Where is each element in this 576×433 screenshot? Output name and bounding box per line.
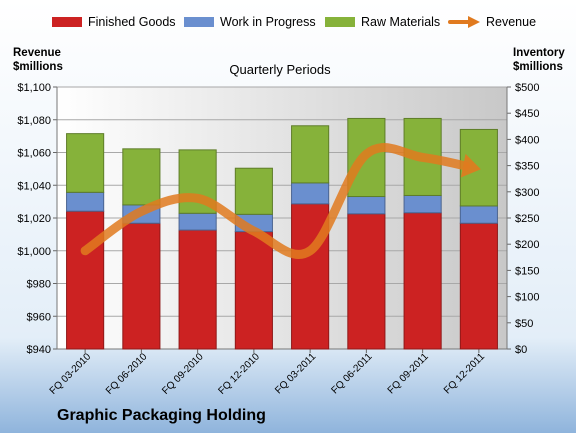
revenue-arrowhead: [460, 153, 481, 178]
left-axis-title: Revenue $millions: [13, 46, 63, 74]
right-tick-label: $400: [515, 134, 539, 146]
bar-segment-finished-goods: FQ 09-2011 Finished Goods: 260: [403, 212, 442, 350]
left-tick-label: $1,080: [17, 115, 51, 127]
left-tick-label: $1,020: [17, 213, 51, 225]
right-axis-title-line-1: Inventory: [513, 47, 565, 59]
bar-segment-work-in-progress: FQ 06-2011 Work in Progress: 33: [347, 196, 386, 215]
bar-segment-finished-goods: FQ 12-2011 Finished Goods: 240: [459, 222, 498, 350]
right-tick-label: $300: [515, 187, 539, 199]
left-tick-label: $1,000: [17, 246, 51, 258]
bar-segment-work-in-progress: FQ 03-2011 Work in Progress: 40: [291, 182, 330, 205]
legend-item-raw-materials: Raw Materials: [325, 14, 440, 30]
legend-arrow-icon: [448, 16, 480, 28]
right-tick-label: $150: [515, 265, 539, 277]
left-tick-label: $980: [27, 279, 51, 291]
right-tick-label: $100: [515, 292, 539, 304]
bar-segment-finished-goods: FQ 12-2010 Finished Goods: 224: [234, 231, 273, 350]
right-tick-label: $450: [515, 108, 539, 120]
left-tick-label: $1,060: [17, 148, 51, 160]
bar-segment-finished-goods: FQ 06-2011 Finished Goods: 258: [347, 213, 386, 350]
left-tick-label: $1,100: [17, 82, 51, 94]
revenue-line-layer: [80, 143, 481, 259]
legend-label-work-in-progress: Work in Progress: [220, 15, 316, 29]
bar-segment-work-in-progress: FQ 09-2010 Work in Progress: 32: [178, 212, 217, 231]
bar-segment-raw-materials: FQ 03-2011 Raw Materials: 109: [291, 125, 330, 184]
right-tick-label: $200: [515, 239, 539, 251]
left-tick-label: $960: [27, 311, 51, 323]
left-tick-label: $940: [27, 344, 51, 356]
bar-segment-finished-goods: FQ 03-2010 Finished Goods: 263: [66, 210, 105, 350]
left-axis-title-line-2: $millions: [13, 61, 63, 73]
revenue-line: [80, 143, 470, 259]
right-tick-label: $500: [515, 82, 539, 94]
legend-swatch-work-in-progress: [184, 17, 214, 27]
right-tick-label: $0: [515, 344, 527, 356]
right-tick-label: $250: [515, 213, 539, 225]
bar-segment-work-in-progress: FQ 03-2010 Work in Progress: 36: [66, 191, 105, 212]
bar-segment-finished-goods: FQ 09-2010 Finished Goods: 227: [178, 229, 217, 350]
bar-segment-raw-materials: FQ 03-2010 Raw Materials: 112: [66, 133, 105, 193]
right-axis-title: Inventory $millions: [513, 46, 565, 74]
legend-item-revenue: Revenue: [448, 14, 536, 30]
legend-label-finished-goods: Finished Goods: [88, 15, 176, 29]
legend-label-revenue: Revenue: [486, 15, 537, 29]
legend-swatch-raw-materials: [325, 17, 355, 27]
left-tick-label: $1,040: [17, 180, 51, 192]
bar-segment-raw-materials: FQ 12-2010 Raw Materials: 88: [234, 167, 273, 215]
bar-segment-raw-materials: FQ 06-2010 Raw Materials: 107: [122, 148, 161, 206]
legend-item-work-in-progress: Work in Progress: [184, 14, 316, 30]
company-name: Graphic Packaging Holding: [57, 407, 266, 424]
legend-swatch-finished-goods: [52, 17, 82, 27]
right-axis-title-line-2: $millions: [513, 61, 563, 73]
bar-segment-finished-goods: FQ 06-2010 Finished Goods: 240: [122, 222, 161, 350]
right-tick-label: $350: [515, 161, 539, 173]
bar-segment-work-in-progress: FQ 12-2011 Work in Progress: 33: [459, 205, 498, 224]
legend-label-raw-materials: Raw Materials: [361, 15, 441, 29]
left-axis-title-line-1: Revenue: [13, 47, 61, 59]
right-tick-label: $50: [515, 318, 533, 330]
legend-item-finished-goods: Finished Goods: [52, 14, 176, 30]
bar-segment-work-in-progress: FQ 09-2011 Work in Progress: 33: [403, 194, 442, 214]
chart-title: Quarterly Periods: [229, 62, 331, 77]
